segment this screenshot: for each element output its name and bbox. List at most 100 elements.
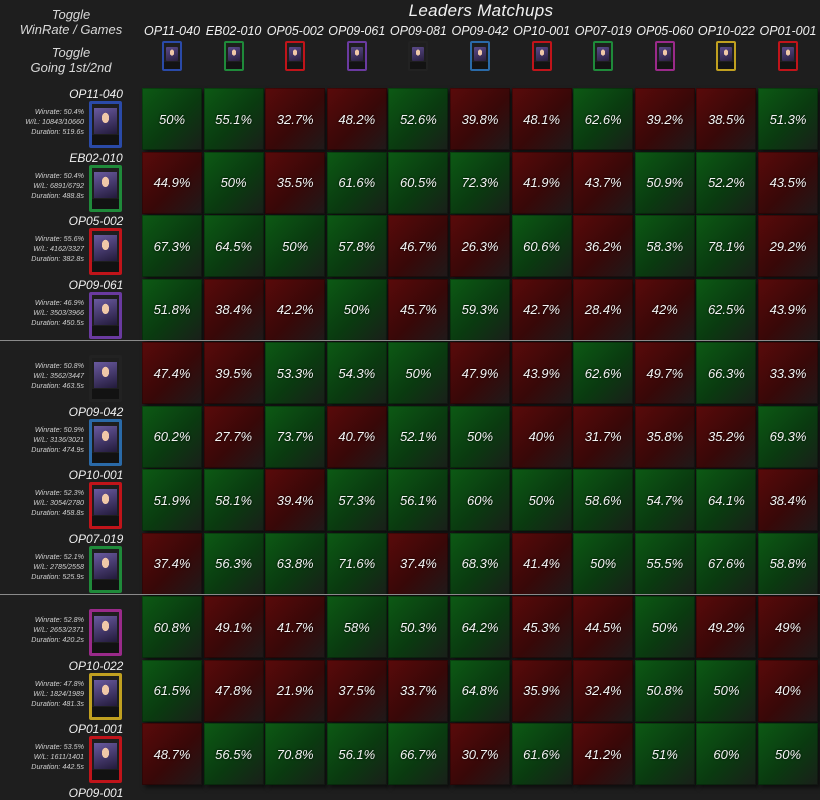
matchup-cell[interactable]: 50%	[388, 342, 449, 404]
matchup-cell[interactable]: 37.4%	[142, 532, 202, 595]
matchup-cell[interactable]: 46.7%	[388, 215, 449, 277]
matchup-cell[interactable]: 57.3%	[326, 469, 387, 531]
matchup-cell[interactable]: 60.8%	[142, 596, 202, 658]
matchup-cell[interactable]: 64.2%	[450, 596, 510, 658]
matchup-cell[interactable]: 44.5%	[573, 596, 634, 658]
matchup-cell[interactable]: 37.4%	[388, 532, 449, 595]
matchup-cell[interactable]: 58.6%	[573, 469, 634, 531]
column-header-eb02-010[interactable]: EB02-010	[204, 24, 264, 71]
matchup-cell[interactable]: 60.5%	[388, 151, 449, 214]
row-header-op11-040[interactable]: OP11-040 Winrate: 50.4% W/L: 10843/10660 Du…	[0, 87, 142, 151]
matchup-cell[interactable]: 63.8%	[265, 532, 326, 595]
matchup-cell[interactable]: 58.8%	[758, 532, 818, 595]
matchup-cell[interactable]: 66.3%	[696, 342, 757, 404]
matchup-cell[interactable]: 54.7%	[634, 469, 695, 531]
matchup-cell[interactable]: 49.7%	[634, 342, 695, 404]
matchup-cell[interactable]: 56.1%	[388, 469, 449, 531]
matchup-cell[interactable]: 40%	[511, 405, 572, 468]
matchup-cell[interactable]: 53.3%	[265, 342, 326, 404]
row-header-op10-022[interactable]: OP10-022 Winrate: 47.8% W/L: 1824/1989 Dura…	[0, 659, 142, 723]
matchup-cell[interactable]: 62.6%	[573, 88, 634, 150]
matchup-cell[interactable]: 60%	[696, 723, 757, 785]
matchup-cell[interactable]: 38.5%	[696, 88, 757, 150]
matchup-cell[interactable]: 38.4%	[203, 278, 264, 341]
matchup-cell[interactable]: 40.7%	[326, 405, 387, 468]
column-header-op01-001[interactable]: OP01-001	[758, 24, 818, 71]
matchup-cell[interactable]: 38.4%	[758, 469, 818, 531]
column-header-op09-042[interactable]: OP09-042	[450, 24, 510, 71]
matchup-cell[interactable]: 42.2%	[265, 278, 326, 341]
matchup-cell[interactable]: 59.3%	[450, 278, 510, 341]
matchup-cell[interactable]: 35.9%	[511, 659, 572, 722]
matchup-cell[interactable]: 57.8%	[326, 215, 387, 277]
matchup-cell[interactable]: 26.3%	[450, 215, 510, 277]
matchup-cell[interactable]: 41.4%	[511, 532, 572, 595]
matchup-cell[interactable]: 47.4%	[142, 342, 202, 404]
matchup-cell[interactable]: 54.3%	[326, 342, 387, 404]
matchup-cell[interactable]: 48.1%	[511, 88, 572, 150]
column-header-op10-022[interactable]: OP10-022	[696, 24, 756, 71]
matchup-cell[interactable]: 49%	[758, 596, 818, 658]
matchup-cell[interactable]: 64.5%	[203, 215, 264, 277]
column-header-op10-001[interactable]: OP10-001	[512, 24, 572, 71]
matchup-cell[interactable]: 50.9%	[634, 151, 695, 214]
matchup-cell[interactable]: 47.8%	[203, 659, 264, 722]
matchup-cell[interactable]: 67.6%	[696, 532, 757, 595]
matchup-cell[interactable]: 64.1%	[696, 469, 757, 531]
matchup-cell[interactable]: 29.2%	[758, 215, 818, 277]
matchup-cell[interactable]: 50%	[326, 278, 387, 341]
matchup-cell[interactable]: 43.9%	[511, 342, 572, 404]
matchup-cell[interactable]: 51.9%	[142, 469, 202, 531]
row-header-row-4[interactable]: Winrate: 50.8% W/L: 3562/3447 Duration: 46…	[0, 341, 142, 405]
row-header-row-8[interactable]: Winrate: 52.8% W/L: 2653/2371 Duration: 42…	[0, 595, 142, 659]
matchup-cell[interactable]: 35.2%	[696, 405, 757, 468]
matchup-cell[interactable]: 50%	[573, 532, 634, 595]
matchup-cell[interactable]: 55.5%	[634, 532, 695, 595]
matchup-cell[interactable]: 40%	[758, 659, 818, 722]
matchup-cell[interactable]: 39.5%	[203, 342, 264, 404]
matchup-cell[interactable]: 50%	[450, 405, 510, 468]
matchup-cell[interactable]: 52.2%	[696, 151, 757, 214]
column-header-op07-019[interactable]: OP07-019	[573, 24, 633, 71]
column-header-op05-002[interactable]: OP05-002	[265, 24, 325, 71]
row-header-op10-001[interactable]: OP10-001 Winrate: 52.3% W/L: 3054/2780 Dura…	[0, 468, 142, 532]
matchup-cell[interactable]: 36.2%	[573, 215, 634, 277]
matchup-cell[interactable]: 50%	[142, 88, 202, 150]
matchup-cell[interactable]: 50%	[203, 151, 264, 214]
matchup-cell[interactable]: 55.1%	[203, 88, 264, 150]
matchup-cell[interactable]: 61.6%	[326, 151, 387, 214]
row-header-op09-042[interactable]: OP09-042 Winrate: 50.9% W/L: 3136/3021 Dura…	[0, 405, 142, 469]
matchup-cell[interactable]: 45.3%	[511, 596, 572, 658]
column-header-op09-061[interactable]: OP09-061	[327, 24, 387, 71]
matchup-cell[interactable]: 56.5%	[203, 723, 264, 785]
matchup-cell[interactable]: 60.6%	[511, 215, 572, 277]
matchup-cell[interactable]: 47.9%	[450, 342, 510, 404]
matchup-cell[interactable]: 50%	[634, 596, 695, 658]
matchup-cell[interactable]: 33.3%	[758, 342, 818, 404]
matchup-cell[interactable]: 66.7%	[388, 723, 449, 785]
matchup-cell[interactable]: 43.7%	[573, 151, 634, 214]
matchup-cell[interactable]: 56.3%	[203, 532, 264, 595]
matchup-cell[interactable]: 49.1%	[203, 596, 264, 658]
matchup-cell[interactable]: 42%	[634, 278, 695, 341]
matchup-cell[interactable]: 27.7%	[203, 405, 264, 468]
matchup-cell[interactable]: 56.1%	[326, 723, 387, 785]
matchup-cell[interactable]: 45.7%	[388, 278, 449, 341]
row-header-eb02-010[interactable]: EB02-010 Winrate: 50.4% W/L: 6891/6792 Dura…	[0, 151, 142, 215]
matchup-cell[interactable]: 49.2%	[696, 596, 757, 658]
row-header-op05-002[interactable]: OP05-002 Winrate: 55.6% W/L: 4162/3327 Dura…	[0, 214, 142, 278]
matchup-cell[interactable]: 68.3%	[450, 532, 510, 595]
matchup-cell[interactable]: 32.7%	[265, 88, 326, 150]
matchup-cell[interactable]: 44.9%	[142, 151, 202, 214]
matchup-cell[interactable]: 43.9%	[758, 278, 818, 341]
matchup-cell[interactable]: 48.7%	[142, 723, 202, 785]
row-header-op01-001[interactable]: OP01-001 Winrate: 53.5% W/L: 1611/1401 Dura…	[0, 722, 142, 786]
matchup-cell[interactable]: 35.8%	[634, 405, 695, 468]
matchup-cell[interactable]: 69.3%	[758, 405, 818, 468]
matchup-cell[interactable]: 39.8%	[450, 88, 510, 150]
matchup-cell[interactable]: 41.7%	[265, 596, 326, 658]
matchup-cell[interactable]: 58.1%	[203, 469, 264, 531]
toggle-going-first-second[interactable]: Toggle Going 1st/2nd	[0, 45, 142, 75]
matchup-cell[interactable]: 61.5%	[142, 659, 202, 722]
matchup-cell[interactable]: 50%	[265, 215, 326, 277]
